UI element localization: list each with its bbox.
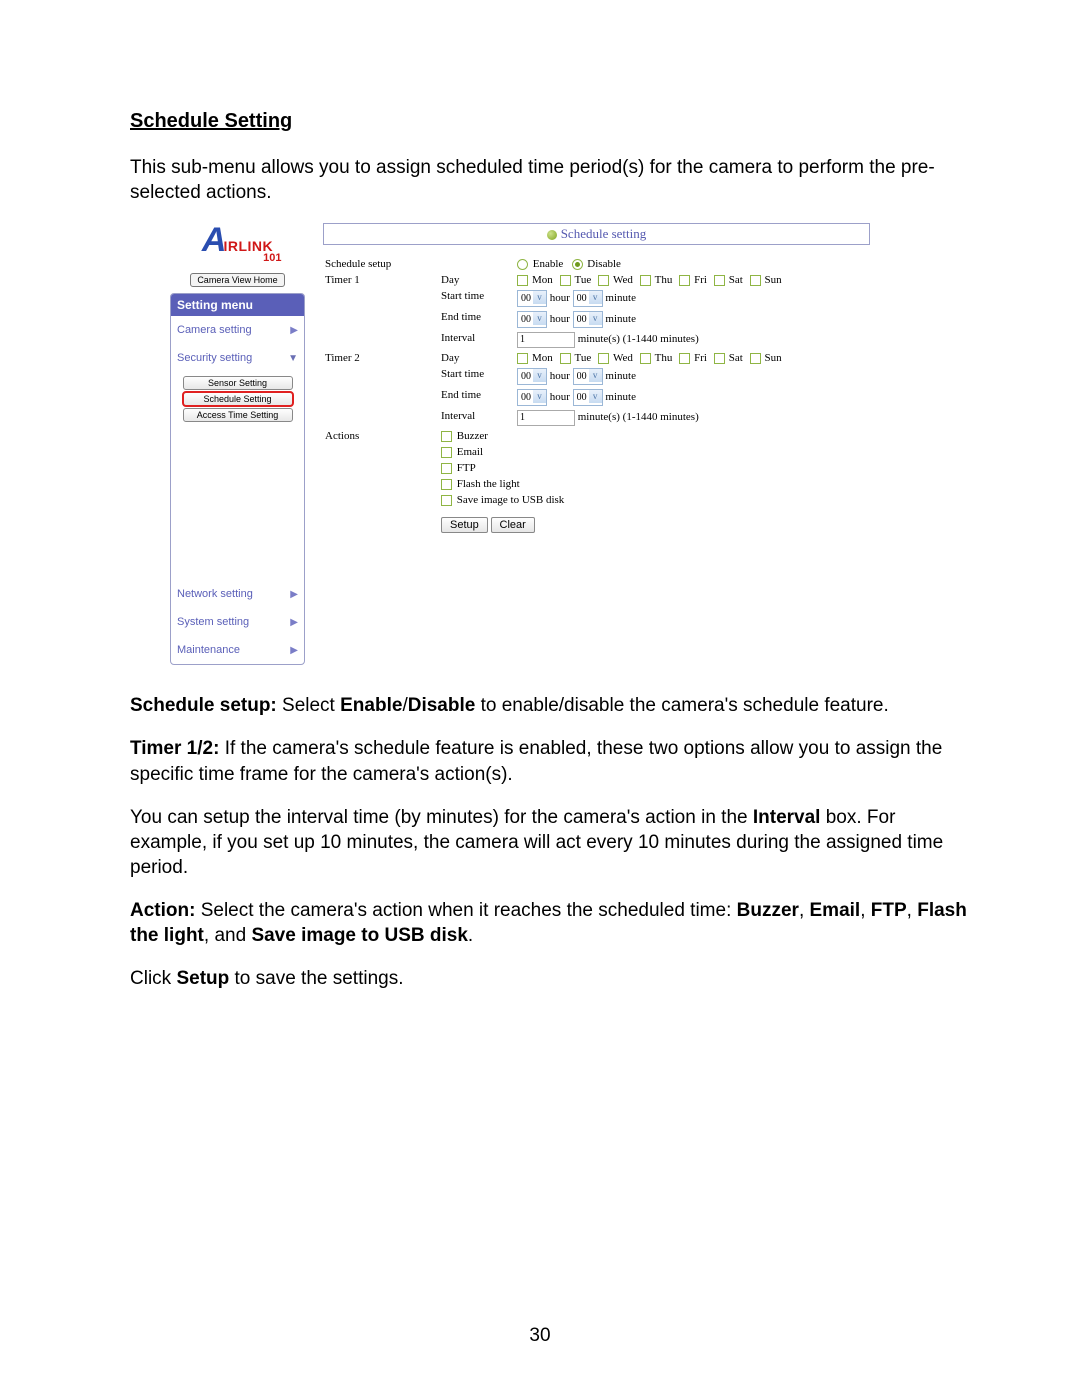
- action-flash: Flash the light: [457, 478, 520, 490]
- para-interval: You can setup the interval time (by minu…: [130, 805, 970, 880]
- section-title: Schedule Setting: [130, 110, 970, 133]
- end-hour-select[interactable]: 00v: [517, 389, 547, 406]
- menu-item-camera-setting[interactable]: Camera setting ▶: [171, 316, 304, 344]
- timer1-label: Timer 1: [325, 273, 439, 349]
- para-timer: Timer 1/2: If the camera's schedule feat…: [130, 736, 970, 786]
- ui-screenshot: A IRLINK 101 Camera View Home Setting me…: [170, 223, 870, 665]
- start-minute-select[interactable]: 00v: [573, 368, 603, 385]
- airlink-logo: A IRLINK 101: [188, 227, 288, 264]
- setting-menu-header: Setting menu: [171, 294, 304, 316]
- timer2-label: Timer 2: [325, 351, 439, 427]
- start-hour-select[interactable]: 00v: [517, 368, 547, 385]
- start-minute-select[interactable]: 00v: [573, 290, 603, 307]
- checkbox[interactable]: [679, 353, 690, 364]
- setup-button[interactable]: Setup: [441, 517, 488, 533]
- checkbox[interactable]: [441, 431, 452, 442]
- panel-title: Schedule setting: [323, 223, 870, 245]
- start-hour-select[interactable]: 00v: [517, 290, 547, 307]
- checkbox[interactable]: [560, 353, 571, 364]
- para-schedule-setup: Schedule setup: Select Enable/Disable to…: [130, 693, 970, 718]
- para-action: Action: Select the camera's action when …: [130, 898, 970, 948]
- checkbox[interactable]: [714, 275, 725, 286]
- checkbox[interactable]: [714, 353, 725, 364]
- page-number: 30: [0, 1325, 1080, 1347]
- checkbox[interactable]: [598, 275, 609, 286]
- start-time-label: Start time: [441, 367, 515, 386]
- schedule-form: Schedule setup Enable Disable Timer 1 Da…: [323, 255, 792, 536]
- day-label: Day: [441, 351, 515, 365]
- interval-input[interactable]: 1: [517, 410, 575, 426]
- checkbox[interactable]: [598, 353, 609, 364]
- end-hour-select[interactable]: 00v: [517, 311, 547, 328]
- checkbox[interactable]: [441, 447, 452, 458]
- start-time-label: Start time: [441, 289, 515, 308]
- checkbox[interactable]: [640, 353, 651, 364]
- setting-menu: Setting menu Camera setting ▶ Security s…: [170, 293, 305, 665]
- interval-hint: minute(s) (1-1440 minutes): [578, 333, 699, 345]
- disable-radio[interactable]: [572, 259, 583, 270]
- checkbox[interactable]: [750, 275, 761, 286]
- chevron-right-icon: ▶: [290, 617, 298, 628]
- end-minute-select[interactable]: 00v: [573, 389, 603, 406]
- action-email: Email: [457, 446, 483, 458]
- end-minute-select[interactable]: 00v: [573, 311, 603, 328]
- enable-label: Enable: [533, 258, 564, 270]
- actions-label: Actions: [325, 429, 439, 534]
- camera-view-home-button[interactable]: Camera View Home: [190, 273, 284, 287]
- clear-button[interactable]: Clear: [491, 517, 535, 533]
- checkbox[interactable]: [640, 275, 651, 286]
- day-label: Day: [441, 273, 515, 287]
- checkbox[interactable]: [560, 275, 571, 286]
- checkbox[interactable]: [441, 479, 452, 490]
- checkbox[interactable]: [517, 275, 528, 286]
- action-ftp: FTP: [457, 462, 476, 474]
- interval-label: Interval: [441, 331, 515, 349]
- chevron-down-icon: ▼: [288, 353, 298, 364]
- timer1-days: Mon Tue Wed Thu Fri Sat Sun: [517, 273, 790, 287]
- end-time-label: End time: [441, 388, 515, 407]
- menu-item-maintenance[interactable]: Maintenance ▶: [171, 636, 304, 664]
- schedule-setting-button[interactable]: Schedule Setting: [183, 392, 293, 406]
- interval-input[interactable]: 1: [517, 332, 575, 348]
- sensor-setting-button[interactable]: Sensor Setting: [183, 376, 293, 390]
- chevron-right-icon: ▶: [290, 645, 298, 656]
- bullet-icon: [547, 230, 557, 240]
- menu-item-system-setting[interactable]: System setting ▶: [171, 608, 304, 636]
- end-time-label: End time: [441, 310, 515, 329]
- checkbox[interactable]: [441, 463, 452, 474]
- interval-hint: minute(s) (1-1440 minutes): [578, 411, 699, 423]
- checkbox[interactable]: [679, 275, 690, 286]
- interval-label: Interval: [441, 409, 515, 427]
- intro-text: This sub-menu allows you to assign sched…: [130, 155, 970, 205]
- menu-item-network-setting[interactable]: Network setting ▶: [171, 580, 304, 608]
- chevron-right-icon: ▶: [290, 589, 298, 600]
- para-setup: Click Setup to save the settings.: [130, 966, 970, 991]
- action-usb: Save image to USB disk: [457, 494, 565, 506]
- checkbox[interactable]: [517, 353, 528, 364]
- checkbox[interactable]: [441, 495, 452, 506]
- access-time-setting-button[interactable]: Access Time Setting: [183, 408, 293, 422]
- disable-label: Disable: [587, 258, 621, 270]
- schedule-setup-label: Schedule setup: [325, 257, 439, 271]
- timer2-days: Mon Tue Wed Thu Fri Sat Sun: [517, 351, 790, 365]
- action-buzzer: Buzzer: [457, 430, 488, 442]
- enable-radio[interactable]: [517, 259, 528, 270]
- checkbox[interactable]: [750, 353, 761, 364]
- menu-item-security-setting[interactable]: Security setting ▼: [171, 344, 304, 372]
- chevron-right-icon: ▶: [290, 325, 298, 336]
